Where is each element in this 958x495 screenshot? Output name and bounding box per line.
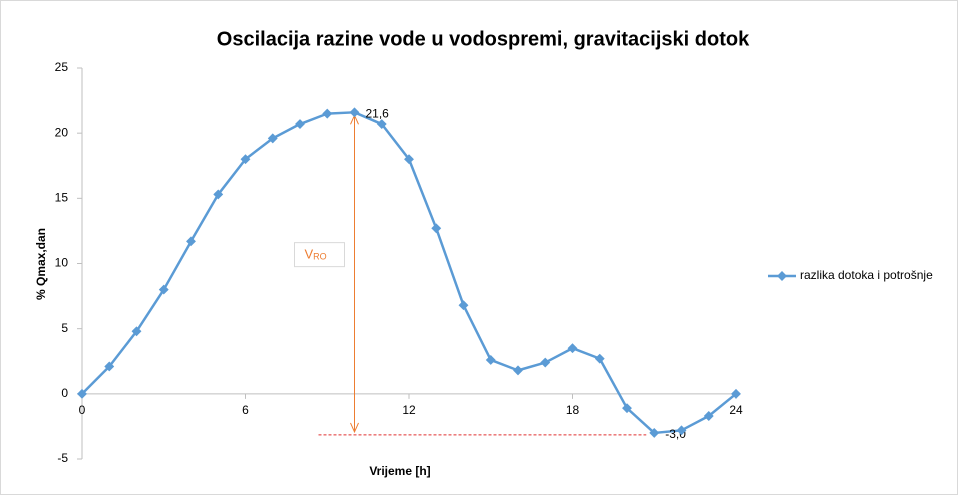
legend-marker [777,271,787,281]
point-marker [622,403,632,414]
point-marker [267,133,278,144]
legend-label: razlika dotoka i potrošnje [800,268,933,282]
y-tick-label: 10 [55,256,69,270]
annotation-main: V [305,247,314,262]
point-marker [213,189,224,200]
point-marker [240,154,251,165]
y-tick-label: 25 [55,60,69,74]
annotation-sub: RO [313,252,327,262]
x-tick-label: 24 [729,403,743,417]
point-marker [404,154,414,165]
point-marker [594,353,605,364]
x-tick-label: 18 [566,403,580,417]
x-axis-title: Vrijeme [h] [369,464,430,478]
y-tick-label: 5 [61,321,68,335]
point-marker [513,365,523,376]
y-tick-label: 20 [55,125,69,139]
data-label: 21,6 [366,106,390,120]
annotation-box [294,242,345,268]
point-marker [485,354,496,365]
arrow-head [350,422,359,434]
point-marker [431,223,442,234]
point-marker [540,357,551,368]
annotation: VRO [305,247,327,262]
x-tick-label: 12 [402,403,416,417]
point-marker [676,425,687,436]
point-marker [649,427,660,438]
point-marker [186,236,196,247]
point-marker [731,388,741,399]
point-marker [131,326,142,337]
point-marker [703,411,714,421]
chart-title: Oscilacija razine vode u vodospremi, gra… [217,28,750,50]
point-marker [158,284,169,295]
y-tick-label: 15 [55,191,69,205]
x-tick-label: 6 [242,403,249,417]
point-marker [458,300,469,311]
y-axis-title: % Qmax,dan [34,228,48,300]
y-tick-label: 0 [61,386,68,400]
point-marker [567,343,578,354]
x-tick-label: 0 [79,403,86,417]
y-tick-label: -5 [57,451,68,465]
